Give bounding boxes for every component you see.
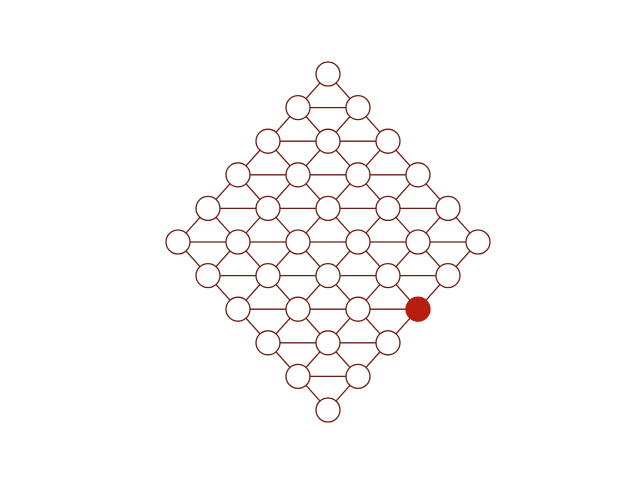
board-edges xyxy=(177,73,479,411)
board-node[interactable] xyxy=(315,262,341,289)
board-node[interactable] xyxy=(285,162,311,188)
board-node[interactable] xyxy=(195,262,221,289)
board-node[interactable] xyxy=(285,363,311,390)
board-node[interactable] xyxy=(345,94,371,121)
board-node[interactable] xyxy=(195,195,221,222)
board-node[interactable] xyxy=(255,330,281,356)
board-node[interactable] xyxy=(435,195,461,222)
board-node[interactable] xyxy=(345,363,371,390)
board-node[interactable] xyxy=(405,162,431,188)
board-node[interactable] xyxy=(255,195,281,222)
board-node[interactable] xyxy=(165,229,191,255)
board-node[interactable] xyxy=(225,162,251,188)
board-node[interactable] xyxy=(315,195,341,222)
board-node[interactable] xyxy=(225,296,251,322)
board-node[interactable] xyxy=(435,262,461,289)
board-node[interactable] xyxy=(285,296,311,322)
board-node[interactable] xyxy=(285,94,311,121)
board-node[interactable] xyxy=(315,330,341,356)
board-node[interactable] xyxy=(375,262,401,289)
board-node[interactable] xyxy=(345,296,371,322)
board-node[interactable] xyxy=(315,397,341,423)
board-node[interactable] xyxy=(315,61,341,87)
board-node[interactable] xyxy=(285,229,311,255)
board-node[interactable] xyxy=(465,229,491,255)
board-node[interactable] xyxy=(345,162,371,188)
board-node[interactable] xyxy=(405,229,431,255)
board-node[interactable] xyxy=(315,128,341,154)
board-node[interactable] xyxy=(255,262,281,289)
board-nodes xyxy=(165,61,491,423)
board-node[interactable] xyxy=(375,128,401,154)
board-node[interactable] xyxy=(255,128,281,154)
board-node[interactable] xyxy=(375,195,401,222)
selected-node[interactable] xyxy=(405,296,431,322)
board-node[interactable] xyxy=(225,229,251,255)
board-node[interactable] xyxy=(345,229,371,255)
board-node[interactable] xyxy=(375,330,401,356)
